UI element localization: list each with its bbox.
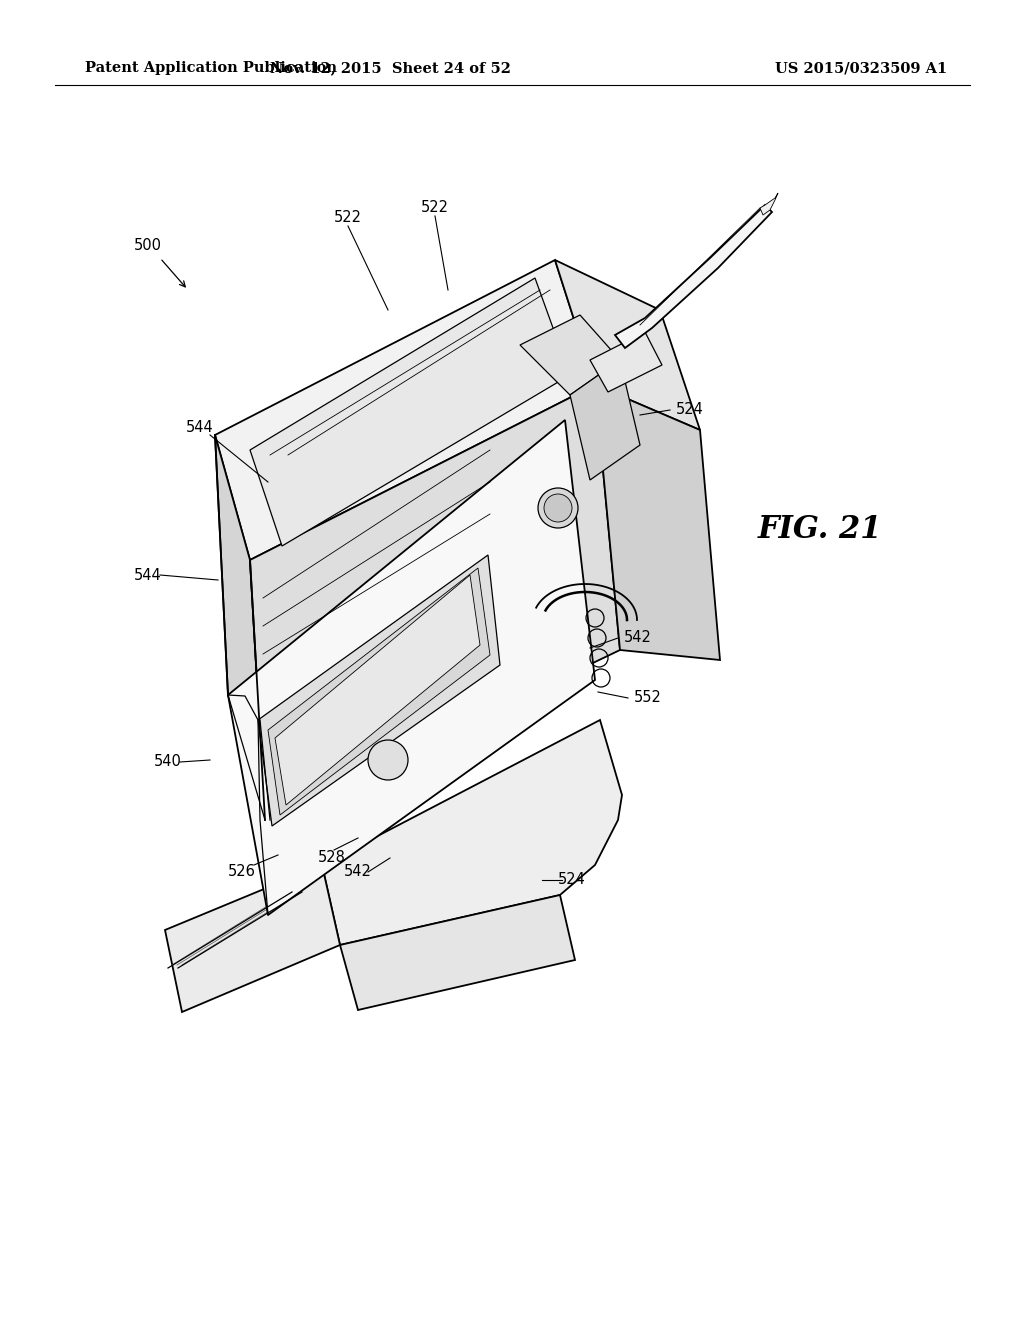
Text: Patent Application Publication: Patent Application Publication	[85, 61, 337, 75]
Circle shape	[368, 741, 408, 780]
Text: 542: 542	[624, 631, 652, 645]
Polygon shape	[570, 360, 640, 480]
Polygon shape	[250, 279, 570, 546]
Text: 540: 540	[154, 755, 182, 770]
Polygon shape	[268, 568, 490, 814]
Text: 524: 524	[558, 873, 586, 887]
Text: US 2015/0323509 A1: US 2015/0323509 A1	[775, 61, 947, 75]
Text: 522: 522	[421, 201, 449, 215]
Polygon shape	[275, 576, 480, 805]
Polygon shape	[590, 333, 662, 392]
Polygon shape	[228, 420, 595, 915]
Polygon shape	[615, 205, 772, 348]
Text: 522: 522	[334, 210, 362, 226]
Polygon shape	[520, 315, 620, 395]
Polygon shape	[215, 436, 265, 820]
Polygon shape	[760, 193, 778, 215]
Polygon shape	[595, 385, 720, 660]
Text: 526: 526	[228, 865, 256, 879]
Polygon shape	[250, 385, 620, 820]
Text: 544: 544	[134, 568, 162, 582]
Circle shape	[538, 488, 578, 528]
Circle shape	[544, 494, 572, 521]
Text: 542: 542	[344, 865, 372, 879]
Polygon shape	[555, 260, 700, 430]
Polygon shape	[322, 719, 622, 945]
Text: FIG. 21: FIG. 21	[758, 515, 883, 545]
Polygon shape	[258, 554, 500, 826]
Polygon shape	[165, 865, 340, 1012]
Text: Nov. 12, 2015  Sheet 24 of 52: Nov. 12, 2015 Sheet 24 of 52	[269, 61, 511, 75]
Polygon shape	[340, 895, 575, 1010]
Text: 552: 552	[634, 690, 662, 705]
Text: 524: 524	[676, 403, 703, 417]
Text: 528: 528	[318, 850, 346, 866]
Polygon shape	[215, 260, 595, 560]
Text: 544: 544	[186, 421, 214, 436]
Text: 500: 500	[134, 238, 162, 252]
